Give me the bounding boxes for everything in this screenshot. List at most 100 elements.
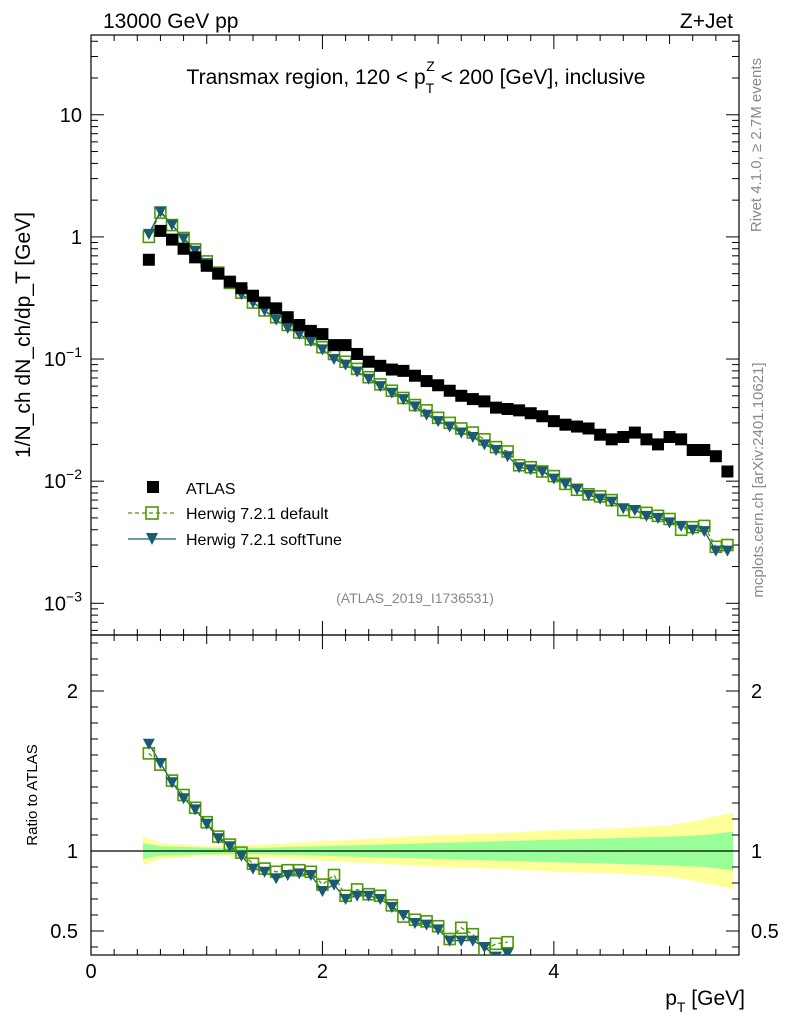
- atlas-point: [177, 242, 190, 255]
- ratio-softtune-point: [223, 841, 236, 853]
- softtune-point: [594, 493, 607, 505]
- ratio-softtune-point: [443, 935, 456, 947]
- y-tick-label: 10: [60, 105, 82, 127]
- atlas-point: [270, 302, 283, 315]
- atlas-point: [189, 251, 202, 264]
- main-y-axis-label: 1/N_ch dN_ch/dp_T [GeV]: [12, 212, 35, 458]
- atlas-point: [362, 355, 375, 368]
- atlas-point: [490, 401, 502, 414]
- atlas-point: [351, 347, 364, 360]
- atlas-point: [247, 289, 259, 302]
- softtune-point: [455, 427, 468, 439]
- atlas-point: [559, 418, 572, 431]
- atlas-point: [293, 318, 306, 331]
- atlas-point: [478, 395, 491, 408]
- ratio-y-tick-label: 0.5: [50, 921, 78, 943]
- atlas-point: [235, 282, 248, 295]
- softtune-point: [663, 517, 676, 529]
- legend-atlas-label: ATLAS: [186, 481, 236, 498]
- softtune-point: [385, 387, 398, 399]
- ratio-softtune-point: [501, 948, 514, 955]
- atlas-point: [281, 311, 294, 324]
- ratio-softtune-point: [177, 793, 190, 805]
- softtune-point: [270, 314, 283, 326]
- ratio-y-tick-label: 2: [67, 681, 78, 703]
- atlas-point: [212, 267, 225, 280]
- header-left: 13000 GeV pp: [103, 10, 238, 33]
- softtune-point: [490, 444, 502, 456]
- x-tick-label: 0: [85, 961, 96, 983]
- legend: ATLAS Herwig 7.2.1 default Herwig 7.2.1 …: [128, 481, 342, 549]
- softtune-point: [513, 462, 526, 474]
- softtune-point: [478, 439, 491, 451]
- ratio-y-tick-label: 1: [67, 841, 78, 863]
- softtune-point: [721, 545, 734, 557]
- legend-softtune-label: Herwig 7.2.1 softTune: [186, 532, 342, 549]
- softtune-point: [281, 322, 294, 334]
- softtune-point: [293, 329, 306, 341]
- atlas-point: [142, 253, 155, 266]
- ratio-softtune-point: [270, 873, 283, 885]
- softtune-point: [177, 233, 190, 245]
- softtune-point: [397, 394, 410, 406]
- legend-default-marker: [145, 506, 159, 520]
- atlas-point: [640, 433, 653, 446]
- ratio-default-point: [454, 921, 468, 935]
- analysis-watermark: (ATLAS_2019_I1736531): [336, 590, 494, 606]
- y-tick-label: 10−2: [44, 466, 82, 493]
- atlas-point: [675, 433, 688, 446]
- atlas-point: [339, 339, 352, 352]
- atlas-point: [154, 224, 167, 237]
- softtune-point: [605, 496, 618, 508]
- x-tick-label: 2: [317, 961, 328, 983]
- ratio-softtune-point: [409, 918, 421, 929]
- x-axis-label: pT [GeV]: [665, 987, 745, 1015]
- atlas-point: [582, 422, 595, 435]
- atlas-point: [304, 324, 317, 337]
- softtune-point: [617, 503, 630, 515]
- atlas-point: [455, 389, 468, 402]
- atlas-point: [547, 415, 560, 428]
- softtune-point: [547, 473, 560, 485]
- legend-atlas-marker: [147, 481, 159, 493]
- softtune-point: [362, 373, 375, 385]
- softtune-point: [675, 520, 688, 532]
- ratio-softtune-point: [258, 866, 271, 878]
- atlas-point: [617, 430, 630, 443]
- atlas-point: [409, 369, 421, 382]
- main-x-ticks: [90, 35, 740, 635]
- atlas-point: [223, 275, 236, 288]
- softtune-point: [328, 354, 340, 366]
- header-right: Z+Jet: [680, 10, 733, 33]
- atlas-point: [385, 363, 398, 376]
- main-title: Transmax region, 120 < pTZ < 200 [GeV], …: [187, 58, 646, 96]
- softtune-point: [559, 478, 572, 490]
- ratio-softtune-point: [478, 942, 491, 953]
- softtune-point: [466, 431, 479, 443]
- ratio-softtune-point: [466, 935, 479, 947]
- softtune-point: [652, 512, 664, 524]
- atlas-point: [166, 233, 178, 246]
- softtune-point: [432, 416, 445, 428]
- atlas-point: [466, 393, 479, 406]
- softtune-point: [443, 421, 456, 433]
- softtune-point: [154, 206, 167, 218]
- ratio-softtune-point: [304, 870, 317, 881]
- ratio-softtune-point: [200, 818, 213, 830]
- softtune-point: [304, 336, 317, 348]
- softtune-point: [582, 490, 595, 502]
- atlas-point: [432, 379, 445, 392]
- atlas-point: [652, 438, 664, 451]
- atlas-point: [200, 259, 213, 272]
- ratio-y-tick-label-right: 0.5: [751, 921, 779, 943]
- atlas-point: [594, 428, 607, 441]
- rivet-version-label: Rivet 4.1.0, ≥ 2.7M events: [748, 58, 765, 232]
- ratio-uncertainty-band: [91, 812, 739, 890]
- atlas-point: [698, 443, 711, 456]
- ratio-softtune-point: [385, 902, 398, 913]
- ratio-softtune-point: [212, 833, 225, 845]
- ratio-panel: 0 2 4 0.5 0.5 1 1 2 2 Ratio to ATLAS pT [GeV]: [24, 634, 779, 1015]
- ratio-softtune-point: [281, 870, 294, 881]
- atlas-point: [721, 465, 734, 478]
